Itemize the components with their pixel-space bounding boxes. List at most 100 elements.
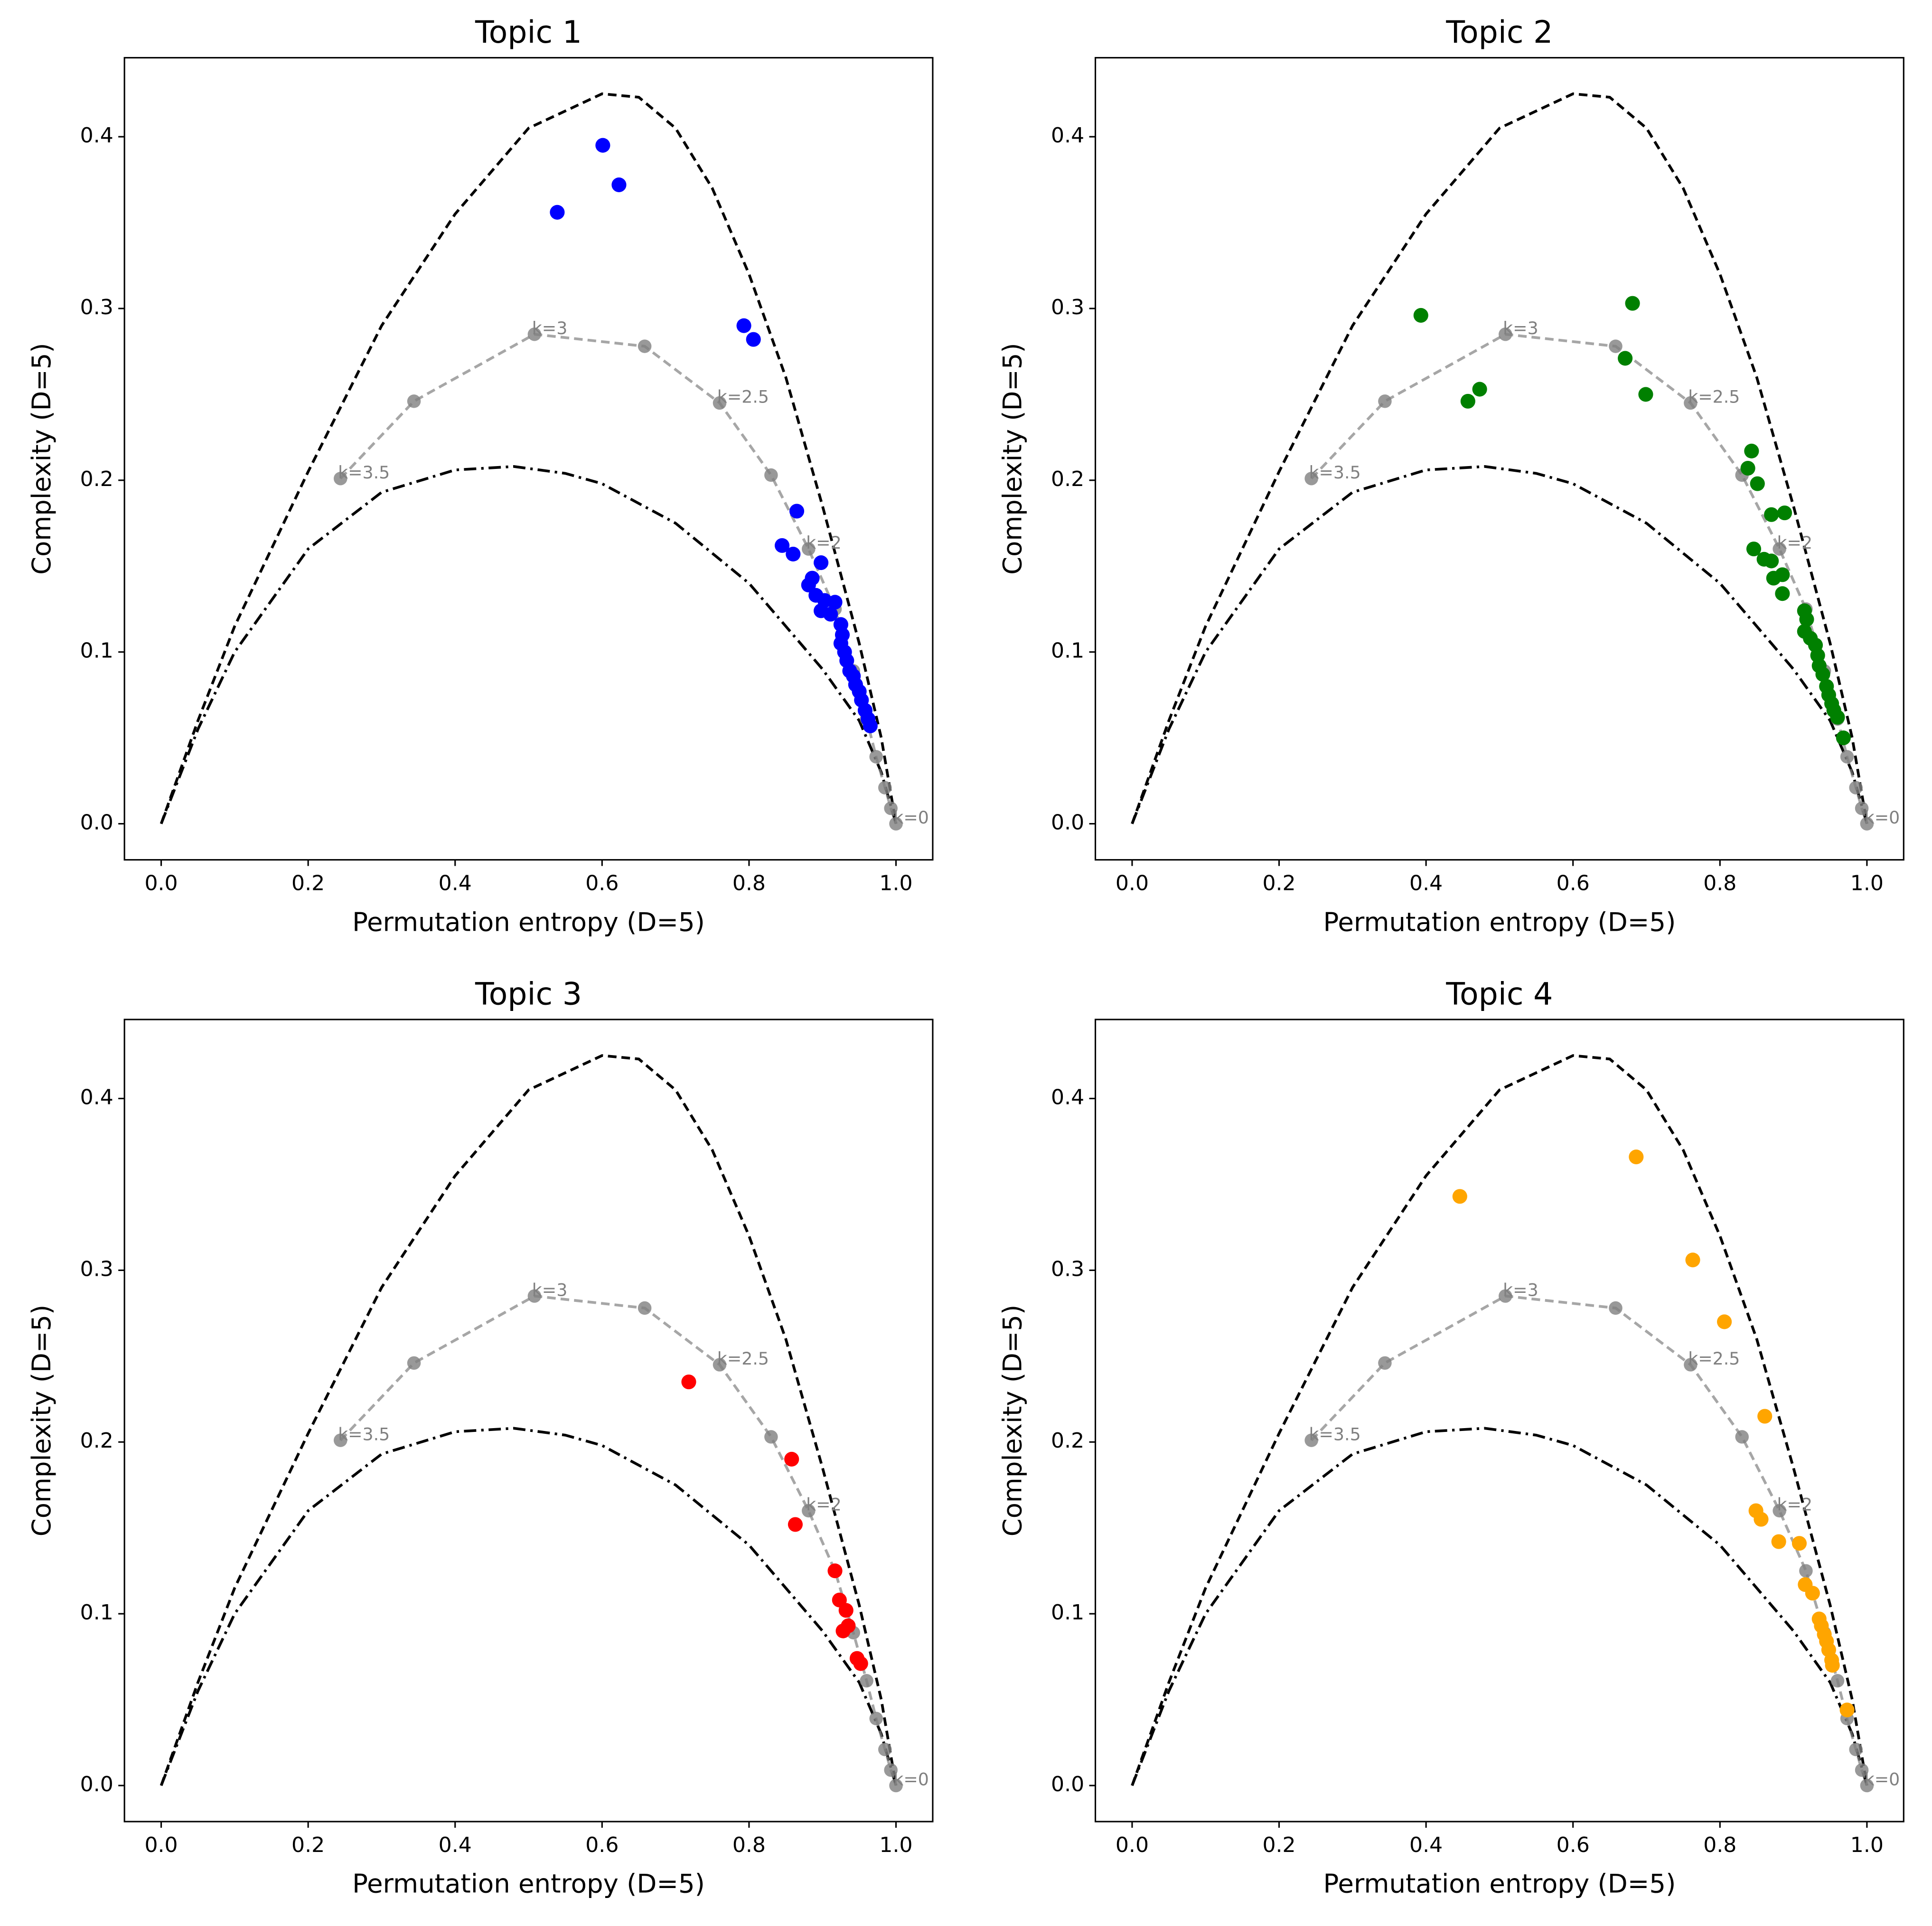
reference-point: [713, 396, 727, 410]
reference-point: [333, 472, 347, 486]
x-tick-label: 0.4: [1409, 871, 1443, 895]
data-point: [746, 332, 761, 347]
data-point: [838, 1603, 853, 1618]
data-point: [1629, 1150, 1644, 1165]
y-tick-label: 0.1: [1051, 1600, 1084, 1625]
y-tick-label: 0.1: [80, 639, 113, 663]
data-point: [801, 578, 816, 593]
reference-point: [638, 1301, 652, 1315]
x-tick-label: 0.8: [732, 871, 766, 895]
reference-point: [878, 781, 892, 795]
data-point: [835, 1623, 851, 1638]
reference-curve: [1131, 1427, 1868, 1786]
x-tick-label: 0.6: [1557, 1833, 1590, 1857]
y-tick-label: 0.0: [80, 1772, 113, 1796]
data-point: [611, 177, 627, 192]
y-tick-label: 0.3: [1051, 1257, 1084, 1281]
reference-point: [802, 1504, 816, 1518]
data-point: [784, 1451, 799, 1467]
x-tick-label: 0.2: [291, 1833, 325, 1857]
y-tick-label: 0.4: [80, 123, 113, 148]
reference-point: [1378, 1356, 1392, 1370]
reference-point: [407, 394, 421, 408]
reference-point: [1840, 750, 1854, 764]
x-axis-label: Permutation entropy (D=5): [352, 1869, 705, 1899]
x-tick-label: 1.0: [1850, 871, 1884, 895]
reference-point: [878, 1742, 892, 1757]
data-point: [1830, 710, 1845, 725]
reference-point: [889, 817, 903, 831]
x-tick-label: 0.8: [1703, 1833, 1736, 1857]
x-tick-label: 1.0: [1850, 1833, 1884, 1857]
point-label: k=2.5: [717, 387, 769, 407]
reference-curve: [1131, 1054, 1868, 1786]
reference-curve: [159, 1427, 898, 1786]
y-tick-label: 0.2: [80, 1429, 113, 1453]
y-axis-label: Complexity (D=5): [26, 343, 56, 574]
axes-frame: [1094, 57, 1904, 861]
data-point: [1460, 393, 1475, 409]
reference-point: [889, 1778, 903, 1793]
point-label: k=3: [1503, 318, 1538, 338]
data-point: [789, 504, 805, 519]
point-label: k=2: [1777, 1495, 1813, 1515]
point-label: k=3: [1503, 1280, 1538, 1300]
chart-title: Topic 1: [475, 15, 582, 50]
y-axis-label: Complexity (D=5): [997, 1305, 1027, 1536]
data-point: [595, 138, 610, 153]
x-tick-label: 0.8: [1703, 871, 1736, 895]
reference-point: [1684, 396, 1698, 410]
data-point: [681, 1374, 696, 1390]
point-label: k=3.5: [338, 1424, 390, 1444]
x-tick-label: 0.6: [585, 871, 619, 895]
reference-point: [884, 801, 898, 815]
point-label: k=3.5: [338, 462, 390, 483]
x-tick-label: 0.6: [585, 1833, 619, 1857]
data-point: [1685, 1253, 1700, 1268]
x-tick-label: 1.0: [879, 1833, 912, 1857]
reference-point: [1304, 472, 1318, 486]
data-point: [1625, 296, 1640, 311]
reference-curve: [159, 465, 898, 824]
reference-point: [869, 1711, 883, 1726]
data-point: [1766, 570, 1781, 586]
point-label: k=0: [1865, 1769, 1900, 1790]
x-tick-label: 0.0: [144, 1833, 178, 1857]
y-tick-label: 0.3: [80, 1257, 113, 1281]
x-tick-label: 0.0: [1116, 871, 1149, 895]
y-tick-label: 0.2: [80, 467, 113, 491]
point-label: k=0: [893, 1769, 929, 1790]
chart-title: Topic 4: [1445, 977, 1553, 1012]
reference-point: [764, 468, 778, 482]
y-tick-label: 0.0: [80, 811, 113, 835]
data-point: [1771, 1534, 1786, 1549]
data-point: [736, 318, 751, 333]
y-tick-label: 0.0: [1051, 811, 1084, 835]
point-label: k=0: [893, 807, 929, 828]
data-point: [1805, 1586, 1820, 1601]
data-point: [1836, 730, 1851, 746]
y-tick-label: 0.4: [1051, 1085, 1084, 1110]
reference-point: [527, 1289, 542, 1303]
point-label: k=2.5: [1688, 1348, 1740, 1369]
reference-point: [1499, 1289, 1512, 1303]
data-point: [1452, 1189, 1467, 1204]
reference-point: [527, 327, 542, 341]
reference-curve: [159, 92, 898, 824]
reference-curve: [159, 1054, 898, 1786]
reference-point: [638, 339, 652, 353]
x-tick-label: 0.6: [1557, 871, 1590, 895]
point-label: k=3.5: [1309, 462, 1360, 483]
reference-curve: [1131, 465, 1868, 824]
axes-frame: [123, 57, 934, 861]
data-point: [814, 555, 829, 570]
data-point: [1825, 1658, 1840, 1673]
y-tick-label: 0.3: [1051, 295, 1084, 319]
data-point: [1472, 382, 1487, 397]
x-tick-label: 0.0: [144, 871, 178, 895]
data-point: [1791, 1536, 1807, 1551]
reference-curve: [1131, 92, 1868, 824]
data-point: [1746, 542, 1762, 557]
reference-point: [1849, 781, 1863, 795]
x-tick-label: 0.2: [1262, 1833, 1295, 1857]
